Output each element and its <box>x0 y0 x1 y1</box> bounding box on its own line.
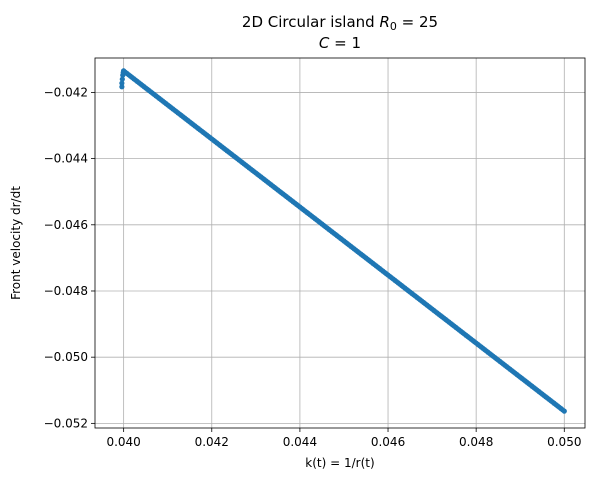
y-tick-label: −0.050 <box>44 350 88 364</box>
y-tick-label: −0.042 <box>44 85 88 99</box>
x-tick-label: 0.050 <box>547 435 581 449</box>
x-tick-label: 0.046 <box>371 435 405 449</box>
y-tick-label: −0.052 <box>44 416 88 430</box>
grid <box>95 58 585 428</box>
y-tick-label: −0.046 <box>44 218 88 232</box>
x-axis-label: k(t) = 1/r(t) <box>305 456 374 470</box>
plot-frame <box>94 57 586 429</box>
y-axis-label: Front velocity dr/dt <box>9 186 23 300</box>
chart-title-line2: C = 1 <box>319 34 361 52</box>
data-point <box>561 408 567 414</box>
x-tick-label: 0.042 <box>195 435 229 449</box>
data-point <box>119 76 125 82</box>
data-point <box>121 68 127 74</box>
x-tick-label: 0.044 <box>283 435 317 449</box>
series-points <box>119 68 567 414</box>
data-point <box>119 80 125 86</box>
data-point <box>119 84 125 90</box>
chart-title-line1: 2D Circular island R0 = 25 <box>242 13 438 33</box>
x-tick-label: 0.048 <box>459 435 493 449</box>
y-tick-label: −0.044 <box>44 152 88 166</box>
x-tick-label: 0.040 <box>106 435 140 449</box>
y-ticks: −0.042 −0.044 −0.046 −0.048 −0.050 −0.052 <box>44 85 95 430</box>
x-ticks: 0.040 0.042 0.044 0.046 0.048 0.050 <box>106 428 581 449</box>
y-tick-label: −0.048 <box>44 284 88 298</box>
